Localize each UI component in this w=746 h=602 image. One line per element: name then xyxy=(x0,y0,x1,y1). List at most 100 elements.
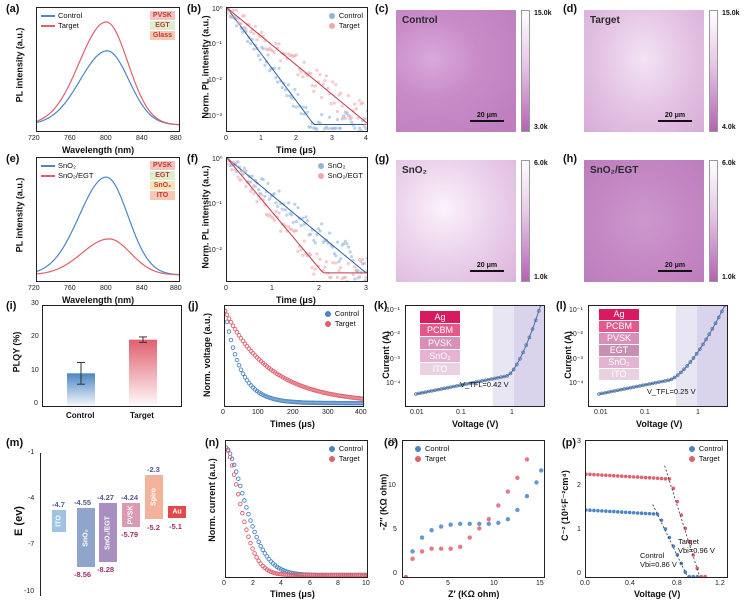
data-point xyxy=(309,71,313,76)
b-ytick: 10⁻³ xyxy=(208,113,222,120)
panel-label-i: (i) xyxy=(6,300,17,312)
m-sno2-bottom: -8.56 xyxy=(74,570,92,579)
l-layer-egt: EGT xyxy=(599,345,639,356)
data-point xyxy=(631,475,636,479)
data-point xyxy=(639,475,644,480)
child-region xyxy=(513,306,544,406)
data-point xyxy=(353,102,357,106)
data-point xyxy=(230,15,234,19)
data-point xyxy=(278,398,284,403)
data-point xyxy=(236,476,241,481)
data-point xyxy=(274,76,278,80)
data-point xyxy=(258,58,262,62)
data-point xyxy=(312,89,316,94)
data-point xyxy=(304,385,310,391)
data-point xyxy=(323,265,327,269)
data-point xyxy=(359,128,363,131)
data-point xyxy=(477,521,482,526)
data-point xyxy=(362,397,363,400)
data-point xyxy=(290,213,294,217)
data-point xyxy=(248,518,253,523)
k-layer-ag: Ag xyxy=(420,311,460,323)
j-xtick: 300 xyxy=(322,409,334,416)
data-point xyxy=(344,572,349,577)
data-point xyxy=(699,574,703,577)
data-point xyxy=(316,389,322,394)
d-scale-bar: 20 μm xyxy=(658,112,692,122)
data-point xyxy=(236,175,240,179)
a-legend: Control Target xyxy=(41,11,82,31)
p-annot-target-vbi: Vbi=0.96 V xyxy=(678,546,715,555)
data-point xyxy=(232,351,238,357)
data-point xyxy=(241,30,245,34)
a-xtick: 840 xyxy=(136,135,148,142)
data-point xyxy=(345,110,349,114)
data-point xyxy=(234,330,240,335)
m-level-sno2-egt-name: SnO₂/EGT xyxy=(104,515,112,550)
l-layer-pvsk: PVSK xyxy=(599,333,639,344)
m-ytick: -4 xyxy=(28,495,35,502)
data-point xyxy=(318,257,322,261)
data-point xyxy=(344,394,350,400)
data-point xyxy=(304,105,308,110)
e-layer-sno2: SnO₂ xyxy=(149,181,175,190)
data-point xyxy=(683,570,688,574)
series-line-1 xyxy=(37,21,179,126)
data-point xyxy=(280,568,286,573)
data-point xyxy=(615,510,620,514)
data-point xyxy=(338,393,344,399)
o-legend-control: Control xyxy=(425,444,450,453)
j-ylabel: Norm. voltage (a.u.) xyxy=(202,312,213,398)
data-point xyxy=(260,30,264,34)
l-ytick: 10⁻¹ xyxy=(569,307,583,314)
data-point xyxy=(596,473,600,477)
data-point xyxy=(663,476,668,481)
data-point xyxy=(357,126,362,130)
l-xtick: 0.01 xyxy=(594,409,608,416)
data-point xyxy=(286,83,291,87)
a-layer-stack: PVSK EGT Glass xyxy=(149,11,175,41)
data-point xyxy=(586,472,588,476)
data-point xyxy=(254,555,259,560)
n-xtick: 4 xyxy=(279,580,283,587)
data-point xyxy=(256,188,261,192)
o-xtick: 0 xyxy=(400,580,404,587)
p-xtick: 1.2 xyxy=(715,580,725,587)
data-point xyxy=(226,445,229,450)
data-point xyxy=(320,281,323,282)
data-point xyxy=(289,572,294,577)
h-scale-text: 20 μm xyxy=(664,262,686,269)
data-point xyxy=(274,397,280,402)
data-point xyxy=(309,253,313,257)
data-point xyxy=(315,233,319,237)
j-legend: Control Target xyxy=(321,309,359,329)
e-ylabel: PL intensity (a.u.) xyxy=(14,177,25,253)
data-point xyxy=(302,222,306,226)
k-layer-pvsk: PVSK xyxy=(420,337,460,349)
b-ylabel: Norm. PL intensity (a.u.) xyxy=(200,15,211,119)
data-point xyxy=(321,82,325,86)
l-xtick: 1 xyxy=(696,409,700,416)
data-point xyxy=(679,513,684,517)
data-point xyxy=(335,275,340,279)
n-xtick: 2 xyxy=(251,580,255,587)
data-point xyxy=(266,395,272,400)
data-point xyxy=(335,240,340,244)
data-point xyxy=(236,333,242,338)
fit-line-0 xyxy=(227,8,367,125)
k-vtfl-label: V_TFL=0.42 V xyxy=(460,380,509,389)
data-point xyxy=(264,394,270,399)
a-legend-control: Control xyxy=(58,11,83,20)
b-ytick: 10⁻² xyxy=(208,77,222,84)
p-ytick: 0 xyxy=(577,570,581,577)
data-point xyxy=(236,492,241,497)
data-point xyxy=(278,571,284,577)
data-point xyxy=(505,517,511,522)
panel-label-f: (f) xyxy=(187,153,198,165)
data-point xyxy=(367,127,368,130)
l-ytick: 10⁻⁴ xyxy=(569,380,584,387)
d-cbar-min: 4.0k xyxy=(722,124,736,131)
k-xtick: 0.1 xyxy=(456,409,466,416)
h-map-title: SnO₂/EGT xyxy=(590,165,639,176)
data-point xyxy=(367,276,368,279)
